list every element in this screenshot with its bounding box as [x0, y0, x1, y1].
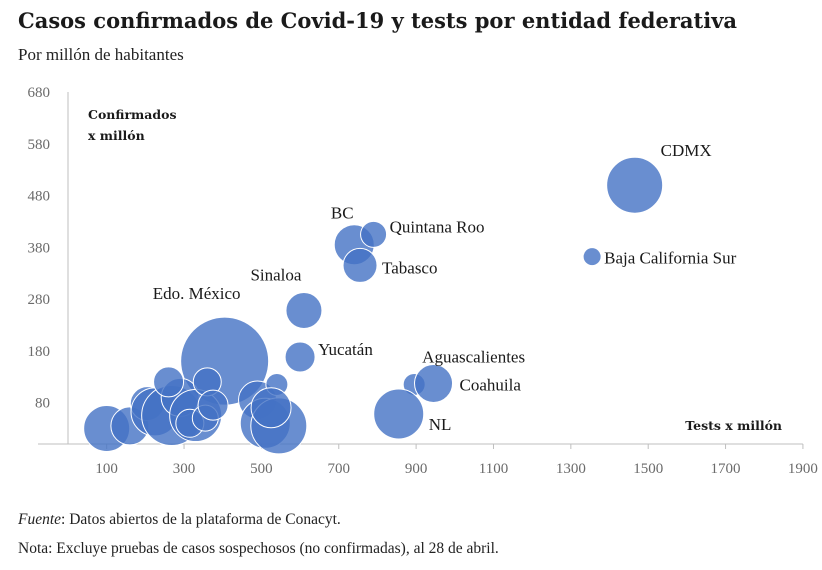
bubble-tabasco — [342, 247, 378, 283]
chart-subtitle: Por millón de habitantes — [18, 45, 184, 64]
point-label-tabasco: Tabasco — [382, 258, 437, 277]
bubble-sinaloa — [285, 291, 323, 329]
chart-title: Casos confirmados de Covid-19 y tests po… — [18, 8, 738, 33]
point-label-quintana-roo: Quintana Roo — [390, 217, 485, 236]
bubble-26 — [250, 387, 292, 429]
point-label-bc: BC — [331, 204, 354, 223]
point-label-yucat-n: Yucatán — [318, 340, 373, 359]
y-tick-label: 480 — [28, 189, 51, 205]
point-label-nl: NL — [429, 415, 452, 434]
x-tick-label: 900 — [405, 461, 428, 477]
y-axis-label: Confirmados — [88, 107, 177, 122]
y-tick-label: 380 — [28, 240, 51, 256]
point-label-aguascalientes: Aguascalientes — [422, 347, 525, 366]
bubble-nl — [373, 388, 425, 440]
y-tick-label: 580 — [28, 137, 51, 153]
x-tick-label: 100 — [95, 461, 118, 477]
x-axis-label: Tests x millón — [685, 418, 782, 433]
y-tick-label: 680 — [28, 85, 51, 101]
point-label-coahuila: Coahuila — [460, 375, 522, 394]
bubble-quintana-roo — [360, 220, 388, 248]
point-label-edo-m-xico: Edo. México — [153, 284, 241, 303]
x-tick-label: 500 — [250, 461, 273, 477]
point-label-baja-california-sur: Baja California Sur — [604, 249, 737, 268]
point-label-cdmx: CDMX — [661, 141, 712, 160]
x-tick-label: 300 — [173, 461, 196, 477]
y-tick-label: 280 — [28, 292, 51, 308]
x-tick-label: 1500 — [633, 461, 663, 477]
bubble-baja-california-sur — [582, 247, 602, 267]
y-axis-label-line2: x millón — [88, 128, 145, 143]
x-tick-label: 1100 — [479, 461, 508, 477]
x-tick-label: 700 — [328, 461, 351, 477]
source-text: : Datos abiertos de la plataforma de Con… — [61, 511, 341, 528]
scatter-chart: 100 300 500 700 900 1100 1300 1500 1700 1900 80 180… — [28, 85, 818, 477]
bubble-cdmx — [606, 156, 664, 214]
y-tick-label: 80 — [35, 396, 50, 412]
y-tick-label: 180 — [28, 344, 51, 360]
x-tick-label: 1900 — [788, 461, 818, 477]
x-tick-label: 1700 — [711, 461, 741, 477]
x-tick-label: 1300 — [556, 461, 586, 477]
bubble-21 — [197, 389, 229, 421]
bubble-27 — [153, 366, 185, 398]
point-label-sinaloa: Sinaloa — [250, 265, 301, 284]
source-note: Fuente: Datos abiertos de la plataforma … — [18, 511, 341, 529]
bubble-coahuila — [414, 363, 454, 403]
footnote: Nota: Excluye pruebas de casos sospechos… — [18, 540, 499, 557]
source-label: Fuente — [18, 511, 62, 528]
bubble-yucat-n — [284, 341, 316, 373]
